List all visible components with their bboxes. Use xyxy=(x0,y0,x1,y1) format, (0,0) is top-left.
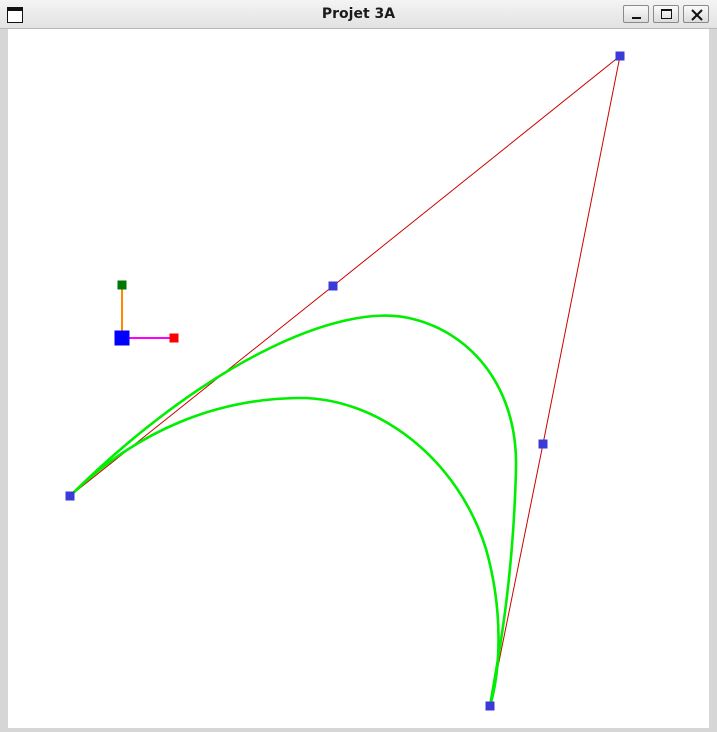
bezier-curve-inner xyxy=(69,396,500,707)
gizmo-y-handle[interactable] xyxy=(117,280,127,290)
title-bar[interactable]: Projet 3A xyxy=(0,0,717,29)
window-title: Projet 3A xyxy=(321,6,396,22)
control-point-end[interactable] xyxy=(485,701,495,711)
maximize-button[interactable] xyxy=(653,5,679,23)
transform-gizmo[interactable] xyxy=(114,280,179,346)
minimize-button[interactable] xyxy=(623,5,649,23)
maximize-icon xyxy=(661,9,672,19)
close-button[interactable] xyxy=(683,5,709,23)
gizmo-x-handle[interactable] xyxy=(169,333,179,343)
control-point-mid-right[interactable] xyxy=(538,439,548,449)
window-icon[interactable] xyxy=(7,7,23,23)
drawing-canvas[interactable] xyxy=(8,29,709,728)
control-point-start[interactable] xyxy=(65,491,75,501)
gizmo-origin[interactable] xyxy=(114,330,130,346)
bezier-curve-outer xyxy=(69,314,518,707)
control-polygon xyxy=(69,54,621,707)
close-icon xyxy=(691,9,703,21)
scene-svg[interactable] xyxy=(8,29,709,728)
control-points xyxy=(65,51,625,711)
control-point-top[interactable] xyxy=(615,51,625,61)
minimize-icon xyxy=(632,17,641,19)
control-point-mid-left[interactable] xyxy=(328,281,338,291)
